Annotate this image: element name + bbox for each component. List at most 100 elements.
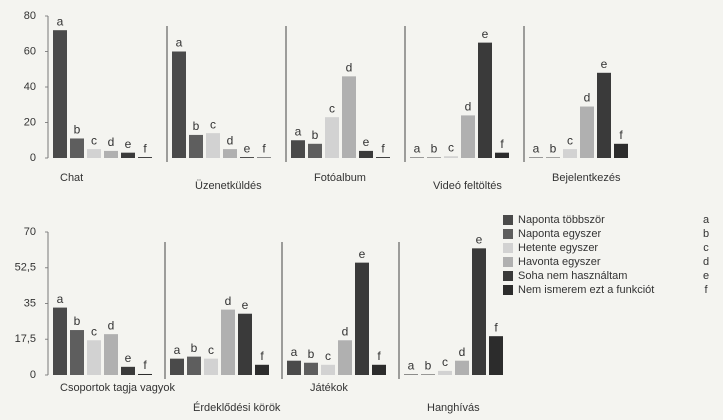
bar bbox=[308, 143, 322, 158]
bar-code: d bbox=[227, 133, 234, 147]
bar bbox=[489, 336, 503, 375]
bar-code: c bbox=[91, 324, 97, 338]
bar-code: d bbox=[346, 61, 353, 75]
bar bbox=[257, 157, 271, 158]
category-label: Hanghívás bbox=[427, 402, 480, 414]
bar-code: d bbox=[108, 135, 115, 149]
category-label: Fotóalbum bbox=[314, 172, 366, 184]
bar-code: d bbox=[465, 100, 472, 114]
bar bbox=[138, 157, 152, 158]
bar-code: a bbox=[57, 14, 64, 28]
bar bbox=[546, 157, 560, 158]
bar bbox=[223, 149, 237, 158]
bar-code: f bbox=[619, 128, 623, 142]
bar-code: b bbox=[308, 347, 315, 361]
bar-code: b bbox=[312, 128, 319, 142]
bar bbox=[461, 115, 475, 158]
bar bbox=[529, 157, 543, 158]
bar bbox=[121, 152, 135, 158]
y-tick-label: 35 bbox=[24, 297, 36, 309]
bar-code: b bbox=[191, 341, 198, 355]
legend-label: Nem ismerem ezt a funkciót bbox=[518, 284, 654, 296]
legend-code: b bbox=[703, 228, 709, 240]
bar bbox=[221, 309, 235, 375]
bar bbox=[563, 149, 577, 158]
bar bbox=[70, 138, 84, 158]
bar-code: a bbox=[174, 343, 181, 357]
bar-code: a bbox=[291, 345, 298, 359]
bar-code: a bbox=[57, 292, 64, 306]
bar-code: e bbox=[476, 233, 483, 247]
y-tick-label: 60 bbox=[24, 45, 36, 57]
bar-code: f bbox=[260, 349, 264, 363]
bar bbox=[240, 157, 254, 158]
bar-code: f bbox=[377, 349, 381, 363]
bar-code: e bbox=[242, 298, 249, 312]
category-label: Játékok bbox=[310, 382, 348, 394]
bar bbox=[53, 30, 67, 159]
bar bbox=[291, 140, 305, 158]
bar bbox=[359, 150, 373, 158]
bar bbox=[321, 364, 335, 375]
bar-code: d bbox=[342, 324, 349, 338]
bar-code: f bbox=[500, 137, 504, 151]
bar-code: b bbox=[550, 142, 557, 156]
bar-code: a bbox=[414, 142, 421, 156]
bar-code: b bbox=[74, 314, 81, 328]
bar-code: f bbox=[262, 142, 266, 156]
bar-code: a bbox=[176, 36, 183, 50]
bar bbox=[421, 374, 435, 375]
legend-swatch bbox=[503, 285, 513, 295]
bar bbox=[238, 313, 252, 375]
bar-code: c bbox=[325, 349, 331, 363]
bar-code: a bbox=[533, 142, 540, 156]
category-label: Chat bbox=[60, 172, 83, 184]
legend-label: Havonta egyszer bbox=[518, 256, 601, 268]
bar bbox=[614, 143, 628, 158]
bar-code: c bbox=[210, 117, 216, 131]
category-label: Üzenetküldés bbox=[195, 180, 262, 192]
bar-code: c bbox=[448, 140, 454, 154]
y-tick-label: 20 bbox=[24, 116, 36, 128]
bar bbox=[87, 340, 101, 375]
bar-code: e bbox=[363, 135, 370, 149]
bar bbox=[438, 370, 452, 375]
bar bbox=[376, 157, 390, 158]
bar-code: c bbox=[567, 133, 573, 147]
bar-code: b bbox=[431, 142, 438, 156]
legend-label: Naponta egyszer bbox=[518, 228, 601, 240]
legend-code: d bbox=[703, 256, 709, 268]
bar bbox=[404, 374, 418, 375]
bar-code: e bbox=[125, 137, 132, 151]
bar bbox=[372, 364, 386, 375]
bar bbox=[121, 366, 135, 375]
bar-code: c bbox=[91, 133, 97, 147]
legend-swatch bbox=[503, 257, 513, 267]
legend-swatch bbox=[503, 215, 513, 225]
legend-swatch bbox=[503, 229, 513, 239]
bar bbox=[104, 334, 118, 375]
bar-code: d bbox=[459, 345, 466, 359]
bar-code: c bbox=[329, 101, 335, 115]
legend-swatch bbox=[503, 271, 513, 281]
bar bbox=[472, 248, 486, 375]
y-tick-label: 0 bbox=[30, 152, 36, 164]
legend-label: Soha nem használtam bbox=[518, 270, 627, 282]
bar bbox=[427, 157, 441, 158]
bar bbox=[455, 360, 469, 375]
category-label: Csoportok tagja vagyok bbox=[60, 382, 175, 394]
bar-code: f bbox=[143, 358, 147, 372]
bar-code: b bbox=[193, 119, 200, 133]
bar-code: c bbox=[208, 343, 214, 357]
bar bbox=[104, 150, 118, 158]
legend-label: Hetente egyszer bbox=[518, 242, 598, 254]
bar-code: e bbox=[125, 351, 132, 365]
bar bbox=[495, 152, 509, 158]
bar bbox=[580, 106, 594, 158]
bar-code: f bbox=[381, 141, 385, 155]
bar bbox=[189, 134, 203, 158]
legend-code: e bbox=[703, 270, 709, 282]
bar-code: a bbox=[408, 359, 415, 373]
bar bbox=[444, 156, 458, 158]
bar-code: e bbox=[244, 141, 251, 155]
